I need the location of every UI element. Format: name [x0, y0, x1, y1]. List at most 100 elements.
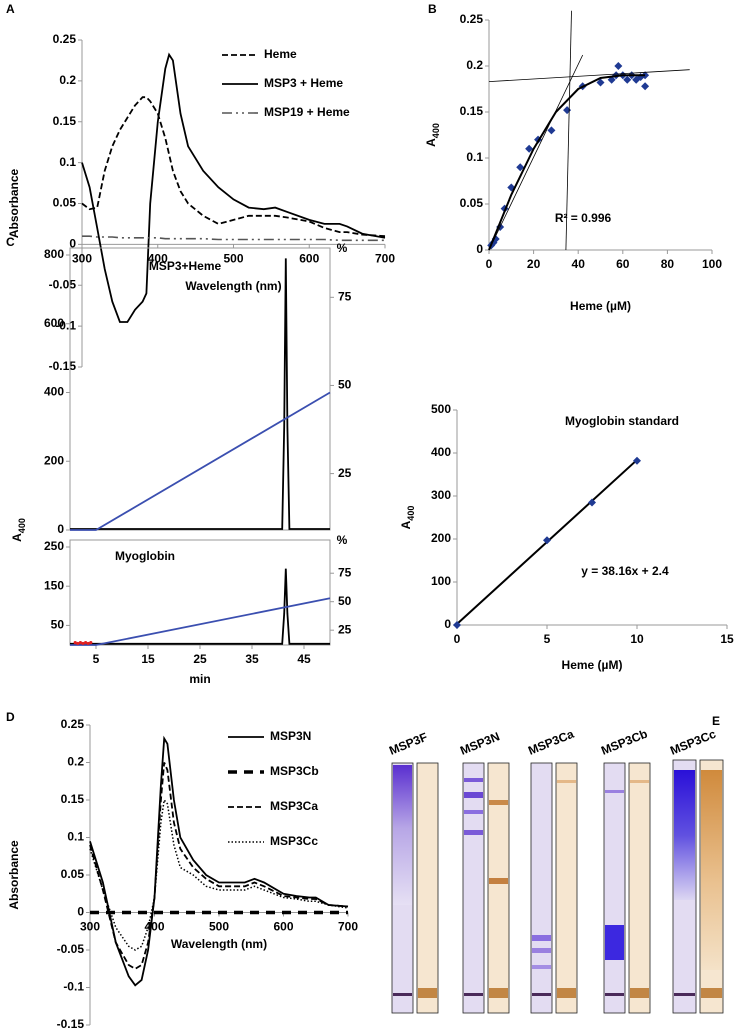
x-tick-label: 600: [273, 920, 293, 934]
lane-band: [489, 800, 508, 805]
y-axis-label-part: A: [424, 138, 438, 147]
line: [81, 96, 386, 238]
y2-axis-label: %: [337, 241, 348, 255]
line: [89, 762, 349, 970]
y-tick-label: 150: [44, 578, 64, 592]
y-tick-label: 0.05: [61, 867, 85, 881]
y-axis-label: Absorbance: [7, 169, 21, 239]
y-tick-label: 0.1: [59, 155, 76, 169]
lane-band: [630, 988, 649, 998]
point: [73, 641, 77, 645]
panel: -0.15 -0.1 -0.05 0 0.05 0.1 0.15 0.2 0.25 300 400 5…: [6, 2, 395, 373]
lane-heme: [487, 762, 510, 1014]
point: [76, 641, 80, 646]
y-axis-label-part: 400: [431, 123, 441, 138]
lane-band: [532, 993, 551, 996]
y-tick-label: 400: [44, 385, 64, 399]
lane-label: MSP3Cc: [668, 727, 718, 758]
x-tick-label: 5: [93, 652, 100, 666]
lane-label: MSP3F: [387, 730, 429, 758]
point: [78, 641, 82, 645]
line: [488, 74, 646, 251]
legend-label: Heme: [264, 47, 297, 61]
x-tick-label: 600: [299, 252, 319, 266]
y-tick-label: 600: [44, 316, 64, 330]
line: [70, 597, 331, 646]
point: [516, 163, 525, 172]
lane-band: [393, 993, 412, 996]
line: [89, 798, 349, 951]
lane-heme: [555, 762, 578, 1014]
x-tick-label: 300: [72, 252, 92, 266]
y-tick-label: 0.25: [53, 32, 77, 46]
y-tick-label: 500: [431, 402, 451, 416]
point: [543, 536, 551, 545]
y-tick-label: 0.05: [53, 196, 77, 210]
x-tick-label: 60: [616, 257, 630, 271]
x-tick-label: 0: [486, 257, 493, 271]
y2-tick-label: 75: [338, 289, 352, 303]
y-tick-label: 100: [431, 574, 451, 588]
y-tick-label: 300: [431, 488, 451, 502]
line: [89, 735, 349, 987]
lane-band: [489, 878, 508, 884]
lane-band: [605, 993, 624, 996]
panel-label: E: [712, 714, 720, 728]
y-tick-label: 800: [44, 247, 64, 261]
y-tick-label: 0.05: [460, 196, 484, 210]
x-tick-label: 40: [572, 257, 586, 271]
y-tick-label: 0.1: [466, 150, 483, 164]
point: [596, 78, 605, 87]
y-tick-label: 0.25: [460, 12, 484, 26]
y-tick-label: 0.1: [67, 830, 84, 844]
lane-label: MSP3N: [458, 729, 502, 757]
panel-label: A: [6, 2, 15, 16]
x-axis-label: Wavelength (nm): [171, 937, 267, 951]
x-tick-label: 700: [338, 920, 358, 934]
y-tick-label: 0: [57, 522, 64, 536]
point: [525, 144, 534, 153]
point: [614, 62, 623, 70]
chart-title: MSP3+Heme: [149, 259, 222, 273]
y-tick-label: -0.05: [57, 942, 85, 956]
x-tick-label: 700: [375, 252, 395, 266]
point: [633, 456, 641, 465]
lane-stained: [462, 762, 485, 1014]
point: [84, 641, 88, 645]
y-tick-label: 0.15: [460, 104, 484, 118]
legend-label: MSP3 + Heme: [264, 76, 343, 90]
legend-label: MSP3N: [270, 729, 311, 743]
x-tick-label: 0: [454, 632, 461, 646]
y-tick-label: -0.1: [55, 318, 76, 332]
point: [588, 498, 596, 507]
x-axis-label: min: [189, 672, 210, 686]
x-tick-label: 80: [661, 257, 675, 271]
y-tick-label: 0: [476, 242, 483, 256]
y-axis-label-part: 400: [406, 506, 416, 521]
x-tick-label: 500: [209, 920, 229, 934]
annotation: R² = 0.996: [555, 211, 612, 225]
y-tick-label: -0.1: [63, 980, 84, 994]
y-tick-label: 0.15: [61, 792, 85, 806]
lane-label: MSP3Ca: [526, 727, 576, 758]
y2-axis-label: %: [337, 533, 348, 547]
y-tick-label: 250: [44, 539, 64, 553]
y-axis-label-part: A: [399, 520, 413, 529]
y2-tick-label: 50: [338, 378, 352, 392]
lane-band: [464, 778, 483, 782]
y-axis-label-part: A: [10, 533, 24, 542]
y-tick-label: 0.2: [466, 58, 483, 72]
x-axis-label: Heme (µM): [570, 299, 631, 313]
point: [623, 75, 632, 84]
lane-heme: [416, 762, 439, 1014]
lane-band: [393, 765, 412, 905]
lane-label: MSP3Cb: [599, 727, 649, 758]
x-tick-label: 15: [720, 632, 734, 646]
x-axis-label: Heme (µM): [562, 658, 623, 672]
legend-label: MSP19 + Heme: [264, 105, 350, 119]
panel: 0 0.05 0.1 0.15 0.2 0.25 0 20 40 60 80 100 B Heme (µM…: [424, 2, 722, 313]
lane-band: [557, 988, 576, 998]
line: [565, 10, 572, 251]
line: [70, 258, 330, 530]
